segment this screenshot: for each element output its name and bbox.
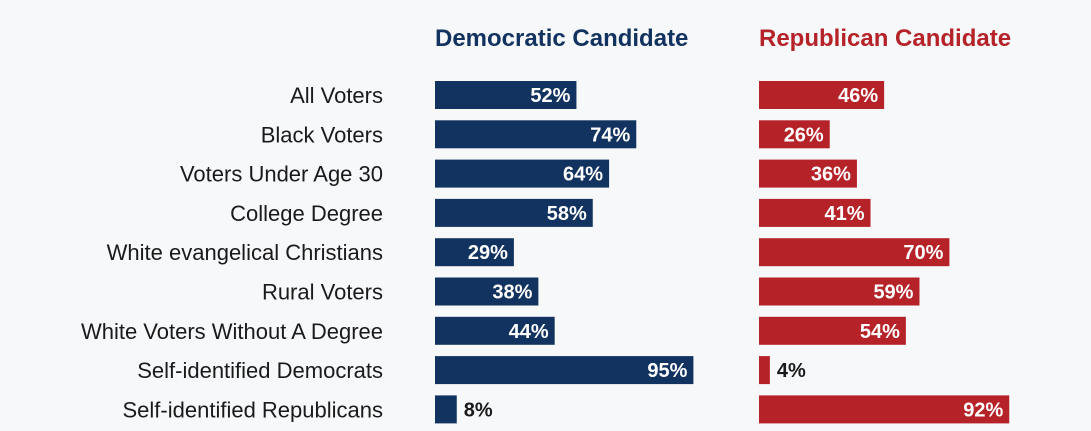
category-label-all-voters: All Voters <box>290 83 383 108</box>
democratic-bar-self-identified-democrats <box>435 356 694 385</box>
republican-value-label-self-identified-democrats: 4% <box>777 360 806 382</box>
category-label-self-identified-republicans: Self-identified Republicans <box>123 397 384 422</box>
republican-value-label-rural-voters: 59% <box>873 282 913 304</box>
republican-bar-self-identified-republicans <box>759 395 1010 424</box>
democratic-bar-voters-under-age-30 <box>435 159 610 188</box>
header-democratic-candidate: Democratic Candidate <box>435 25 688 52</box>
democratic-value-label-college-degree: 58% <box>547 203 587 225</box>
democratic-value-label-white-evangelical-christians: 29% <box>468 242 508 264</box>
category-label-self-identified-democrats: Self-identified Democrats <box>137 358 383 383</box>
republican-value-label-all-voters: 46% <box>838 85 878 107</box>
democratic-bar-white-evangelical-christians <box>435 238 514 267</box>
republican-value-label-white-evangelical-christians: 70% <box>903 242 943 264</box>
header-republican-candidate: Republican Candidate <box>759 25 1011 52</box>
democratic-bar-college-degree <box>435 198 593 227</box>
republican-value-label-black-voters: 26% <box>784 124 824 146</box>
democratic-value-label-black-voters: 74% <box>590 124 630 146</box>
republican-bar-white-evangelical-christians <box>759 238 950 267</box>
republican-bar-all-voters <box>759 81 885 109</box>
democratic-value-label-voters-under-age-30: 64% <box>563 164 603 186</box>
republican-bar-voters-under-age-30 <box>759 159 857 188</box>
category-label-college-degree: College Degree <box>230 201 383 226</box>
republican-bar-white-voters-without-a-degree <box>759 316 906 345</box>
republican-bar-college-degree <box>759 198 871 227</box>
republican-value-label-voters-under-age-30: 36% <box>811 164 851 186</box>
republican-bar-self-identified-democrats <box>759 356 770 385</box>
democratic-value-label-rural-voters: 38% <box>492 282 532 304</box>
chart-rows: All Voters 52% 46% Black Voters 74% 26% Voters… <box>81 81 1010 424</box>
democratic-bar-self-identified-republicans <box>435 395 457 424</box>
democratic-bar-rural-voters <box>435 277 539 306</box>
republican-value-label-college-degree: 41% <box>824 203 864 225</box>
republican-value-label-white-voters-without-a-degree: 54% <box>860 321 900 343</box>
democratic-value-label-all-voters: 52% <box>530 85 570 107</box>
category-label-black-voters: Black Voters <box>261 122 383 147</box>
republican-bar-rural-voters <box>759 277 920 306</box>
democratic-value-label-self-identified-republicans: 8% <box>464 399 493 421</box>
category-label-voters-under-age-30: Voters Under Age 30 <box>180 162 383 187</box>
democratic-bar-black-voters <box>435 120 637 149</box>
category-label-white-evangelical-christians: White evangelical Christians <box>107 240 383 265</box>
category-label-rural-voters: Rural Voters <box>262 280 383 305</box>
democratic-value-label-white-voters-without-a-degree: 44% <box>509 321 549 343</box>
democratic-value-label-self-identified-democrats: 95% <box>647 360 687 382</box>
republican-value-label-self-identified-republicans: 92% <box>963 399 1003 421</box>
category-label-white-voters-without-a-degree: White Voters Without A Degree <box>81 319 383 344</box>
democratic-bar-all-voters <box>435 81 577 109</box>
democratic-bar-white-voters-without-a-degree <box>435 316 555 345</box>
republican-bar-black-voters <box>759 120 830 149</box>
